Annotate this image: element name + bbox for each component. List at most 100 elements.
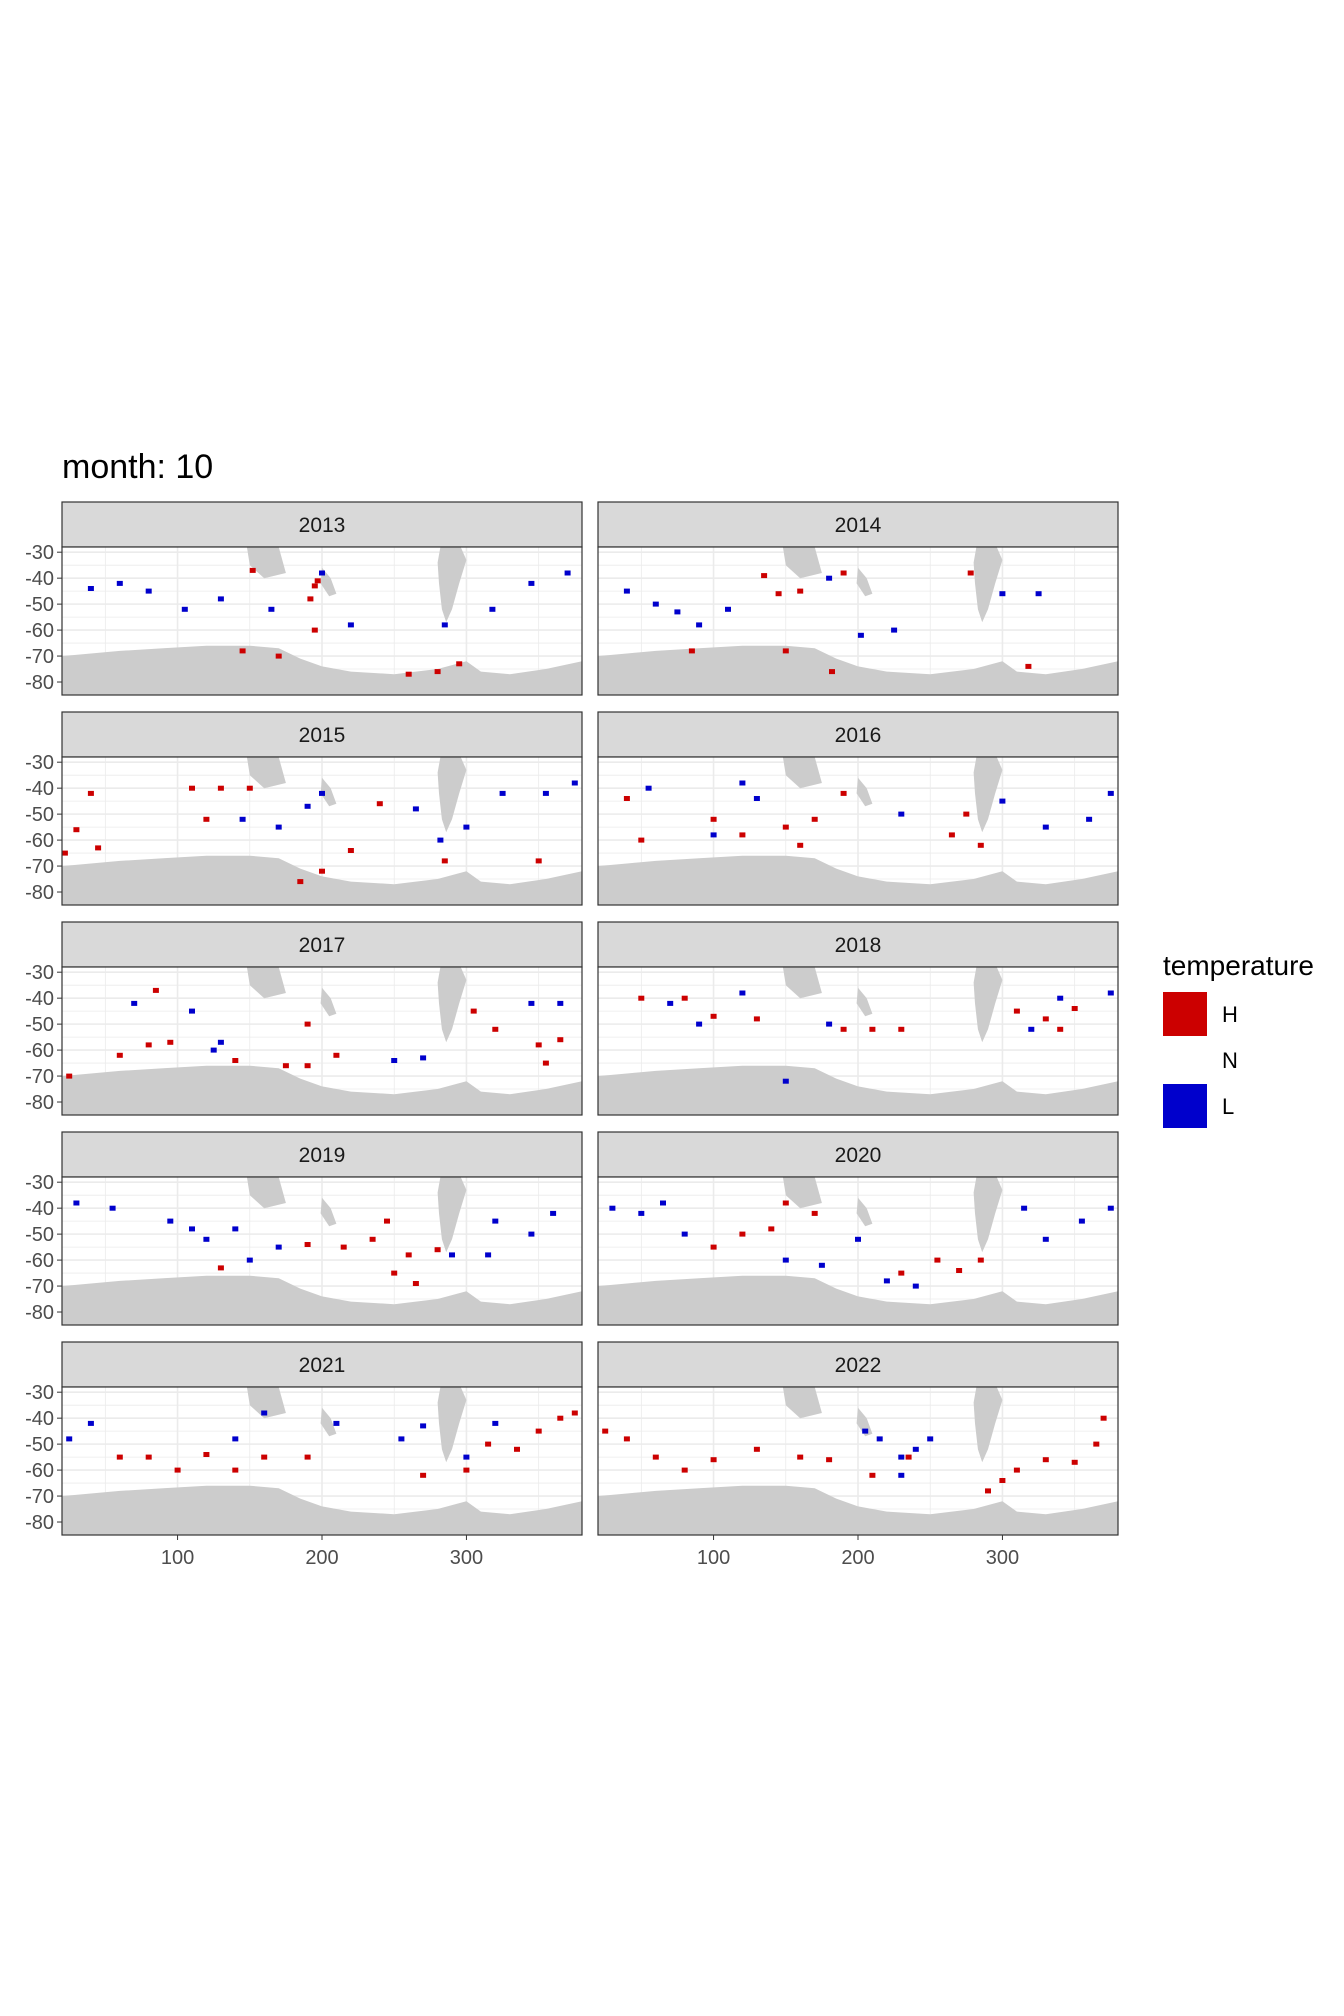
facet-strip bbox=[61, 1341, 583, 1388]
cell-L bbox=[189, 1008, 195, 1014]
y-tick-label: -50 bbox=[25, 594, 54, 616]
cell-L bbox=[210, 1047, 217, 1053]
cell-L bbox=[883, 1278, 890, 1284]
cell-L bbox=[499, 790, 506, 796]
cell-H bbox=[761, 573, 768, 579]
cell-H bbox=[535, 1042, 542, 1048]
x-tick-label: 300 bbox=[450, 1547, 483, 1569]
y-tick-label: -40 bbox=[25, 778, 54, 800]
facet-panel-2019: 2019 -30 -40 -50 -60 -70 -80 bbox=[25, 1131, 583, 1326]
cell-H bbox=[311, 583, 318, 589]
y-tick-label: -70 bbox=[25, 1486, 54, 1508]
cell-L bbox=[463, 824, 470, 830]
y-tick-label: -80 bbox=[25, 1302, 54, 1324]
cell-H bbox=[782, 1200, 789, 1206]
cell-H bbox=[1013, 1467, 1020, 1473]
y-tick-label: -40 bbox=[25, 568, 54, 590]
cell-H bbox=[782, 648, 789, 654]
cell-H bbox=[217, 1265, 224, 1271]
cell-L bbox=[319, 570, 325, 576]
facet-panel-2016: 2016 bbox=[597, 711, 1119, 906]
y-tick-label: -30 bbox=[25, 1382, 54, 1404]
cell-L bbox=[660, 1200, 666, 1206]
cell-H bbox=[826, 1457, 833, 1463]
cell-L bbox=[246, 1257, 253, 1263]
cell-L bbox=[217, 596, 224, 602]
cell-H bbox=[571, 1410, 578, 1416]
cell-L bbox=[319, 790, 325, 796]
cell-L bbox=[116, 580, 123, 586]
cell-H bbox=[282, 1063, 289, 1069]
anomaly-cells bbox=[66, 1410, 578, 1478]
cell-L bbox=[927, 1436, 934, 1442]
y-tick-label: -60 bbox=[25, 1460, 54, 1482]
cell-H bbox=[333, 1052, 340, 1058]
cell-L bbox=[528, 1231, 535, 1237]
facet-strip-label: 2019 bbox=[299, 1144, 346, 1167]
cell-H bbox=[174, 1467, 181, 1473]
cell-L bbox=[1042, 824, 1049, 830]
x-tick-label: 300 bbox=[986, 1547, 1019, 1569]
land-south-america bbox=[437, 757, 467, 833]
cell-H bbox=[347, 848, 354, 853]
anomaly-cells bbox=[638, 990, 1114, 1084]
cell-L bbox=[268, 606, 275, 612]
cell-L bbox=[489, 606, 496, 612]
panel-border bbox=[61, 966, 583, 1116]
cell-H bbox=[638, 995, 645, 1001]
cell-L bbox=[441, 622, 448, 628]
cell-H bbox=[514, 1446, 520, 1452]
land-south-america bbox=[437, 967, 467, 1043]
cell-H bbox=[557, 1415, 564, 1421]
cell-H bbox=[217, 785, 224, 791]
y-tick-label: -70 bbox=[25, 1066, 54, 1088]
cell-H bbox=[232, 1058, 239, 1063]
cell-L bbox=[181, 606, 188, 612]
facet-strip-label: 2014 bbox=[835, 514, 882, 537]
cell-H bbox=[869, 1026, 876, 1032]
land-south-america bbox=[437, 547, 467, 623]
y-tick-label: -40 bbox=[25, 1198, 54, 1220]
anomaly-cells bbox=[623, 780, 1114, 848]
cell-L bbox=[87, 1420, 94, 1426]
cell-L bbox=[862, 1428, 869, 1434]
y-tick-label: -30 bbox=[25, 752, 54, 774]
cell-L bbox=[304, 803, 311, 809]
legend-key-H bbox=[1163, 992, 1207, 1036]
cell-H bbox=[152, 987, 159, 993]
cell-L bbox=[638, 1210, 645, 1216]
cell-L bbox=[145, 588, 152, 594]
cell-L bbox=[275, 824, 282, 830]
cell-L bbox=[398, 1436, 405, 1442]
cell-H bbox=[73, 827, 80, 833]
cell-L bbox=[485, 1252, 492, 1258]
gridlines bbox=[62, 1177, 582, 1325]
facet-panel-2013: 2013 -30 -40 -50 -60 -70 -80 bbox=[25, 501, 583, 696]
cell-H bbox=[232, 1467, 239, 1473]
y-tick-label: -30 bbox=[25, 962, 54, 984]
facet-strip-label: 2022 bbox=[835, 1354, 882, 1377]
cell-H bbox=[542, 1060, 549, 1066]
y-tick-label: -40 bbox=[25, 988, 54, 1010]
cell-H bbox=[203, 816, 210, 822]
cell-L bbox=[412, 806, 419, 812]
panel-border bbox=[597, 966, 1119, 1116]
cell-H bbox=[869, 1472, 876, 1478]
cell-H bbox=[249, 567, 256, 573]
facet-panel-2021: 2021 -30 -40 -50 -60 -70 -80 100 200 300 bbox=[25, 1341, 583, 1569]
land-antarctica bbox=[62, 1275, 582, 1325]
facet-strip bbox=[61, 921, 583, 968]
cell-L bbox=[189, 1226, 195, 1232]
cell-H bbox=[898, 1026, 905, 1032]
cell-H bbox=[61, 850, 68, 856]
y-tick-label: -50 bbox=[25, 1014, 54, 1036]
cell-L bbox=[420, 1423, 427, 1429]
cell-H bbox=[652, 1454, 659, 1460]
land-new-zealand bbox=[320, 777, 337, 807]
cell-H bbox=[782, 824, 789, 830]
facet-panel-2014: 2014 bbox=[597, 501, 1119, 696]
cell-H bbox=[898, 1270, 905, 1276]
cell-L bbox=[652, 601, 659, 607]
land-antarctica bbox=[598, 855, 1118, 905]
